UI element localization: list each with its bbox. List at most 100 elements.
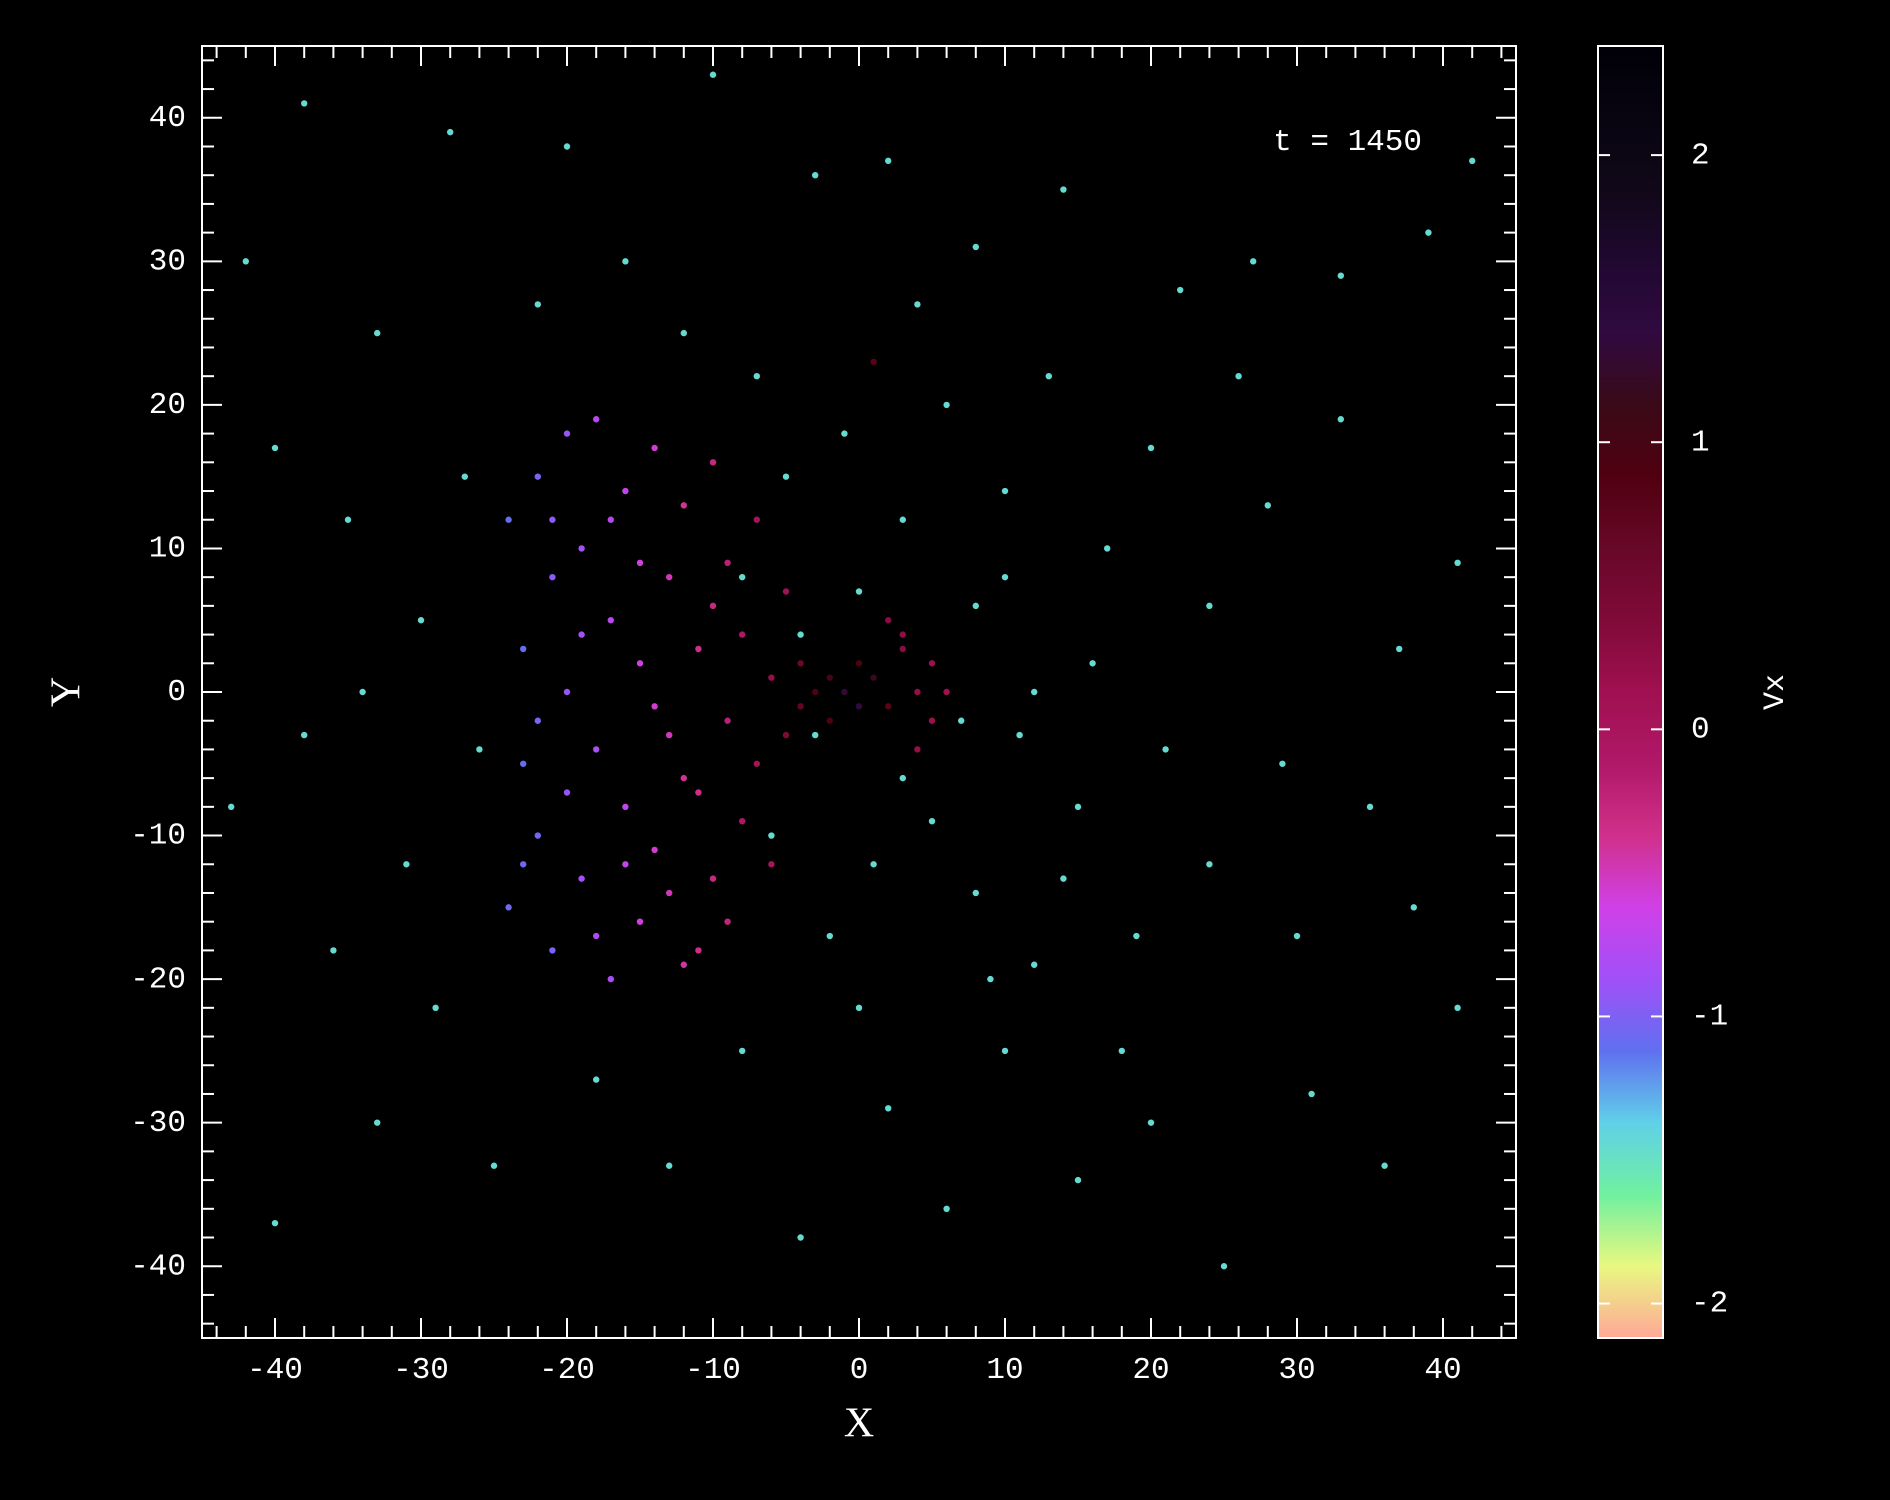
point (1031, 688, 1038, 696)
point (1177, 286, 1184, 294)
point (855, 660, 863, 667)
point (1454, 1004, 1461, 1012)
x-tick-label: 20 (1132, 1353, 1169, 1388)
point (768, 832, 775, 839)
point (768, 674, 775, 681)
point (432, 1004, 439, 1012)
point (753, 760, 760, 767)
point (1001, 487, 1009, 495)
point (549, 516, 556, 523)
point (666, 1162, 673, 1169)
point (651, 846, 658, 854)
point (271, 444, 279, 452)
point (534, 301, 541, 308)
point (607, 516, 614, 523)
point (826, 674, 833, 681)
y-tick-label: 0 (167, 675, 186, 710)
point (812, 731, 819, 739)
point (1060, 186, 1067, 193)
point (242, 258, 249, 265)
point (1293, 932, 1301, 940)
point (447, 128, 454, 136)
point (1031, 961, 1038, 968)
point (987, 975, 994, 983)
point (724, 559, 731, 566)
point (914, 301, 921, 308)
point (549, 947, 556, 954)
point (1001, 1047, 1009, 1055)
point (1337, 272, 1345, 279)
point (1147, 444, 1155, 452)
point (695, 789, 702, 796)
point (797, 660, 804, 667)
point (520, 645, 527, 653)
point (695, 947, 702, 954)
point (870, 861, 877, 868)
point (885, 1105, 892, 1112)
point (855, 588, 863, 595)
point (1074, 1176, 1082, 1184)
point (1220, 1263, 1228, 1270)
point (534, 473, 541, 480)
point (943, 1205, 950, 1213)
colorbar-tick-label: -2 (1691, 1287, 1728, 1322)
point (374, 1119, 381, 1126)
point (885, 157, 892, 165)
point (359, 688, 366, 696)
point (928, 717, 936, 724)
point (855, 703, 863, 710)
point (520, 861, 527, 868)
point (812, 688, 819, 696)
point (651, 703, 658, 710)
point (461, 473, 468, 480)
point (1381, 1162, 1388, 1169)
point (651, 444, 658, 452)
x-tick-label: -10 (685, 1353, 741, 1388)
point (374, 329, 381, 337)
point (943, 401, 950, 409)
point (943, 688, 950, 696)
point (1308, 1090, 1315, 1098)
point (1396, 645, 1403, 653)
y-tick-label: 30 (149, 245, 186, 280)
point (972, 243, 979, 251)
point (812, 172, 819, 179)
point (1454, 559, 1461, 566)
point (928, 818, 936, 825)
point (578, 631, 585, 638)
point (958, 717, 965, 724)
y-tick-label: -10 (130, 819, 186, 854)
point (1147, 1119, 1155, 1126)
point (709, 602, 717, 610)
point (490, 1162, 498, 1169)
point (636, 559, 644, 566)
point (1279, 760, 1286, 767)
point (578, 875, 585, 882)
point (797, 1234, 804, 1241)
point (899, 631, 906, 638)
point (841, 430, 848, 437)
point (666, 573, 673, 581)
point (505, 904, 512, 911)
point (739, 818, 746, 825)
x-tick-label: 0 (850, 1353, 869, 1388)
point (709, 875, 717, 882)
point (228, 803, 235, 811)
point (271, 1219, 279, 1227)
point (578, 545, 585, 552)
point (344, 516, 352, 523)
point (607, 975, 614, 983)
annotation: t = 1450 (1273, 125, 1422, 160)
x-tick-label: 30 (1278, 1353, 1315, 1388)
point (782, 588, 790, 595)
point (739, 573, 746, 581)
point (417, 617, 425, 624)
point (534, 717, 541, 724)
point (666, 889, 673, 897)
point (1366, 803, 1374, 811)
point (563, 430, 571, 437)
point (593, 932, 600, 940)
colorbar-tick-label: 0 (1691, 713, 1710, 748)
